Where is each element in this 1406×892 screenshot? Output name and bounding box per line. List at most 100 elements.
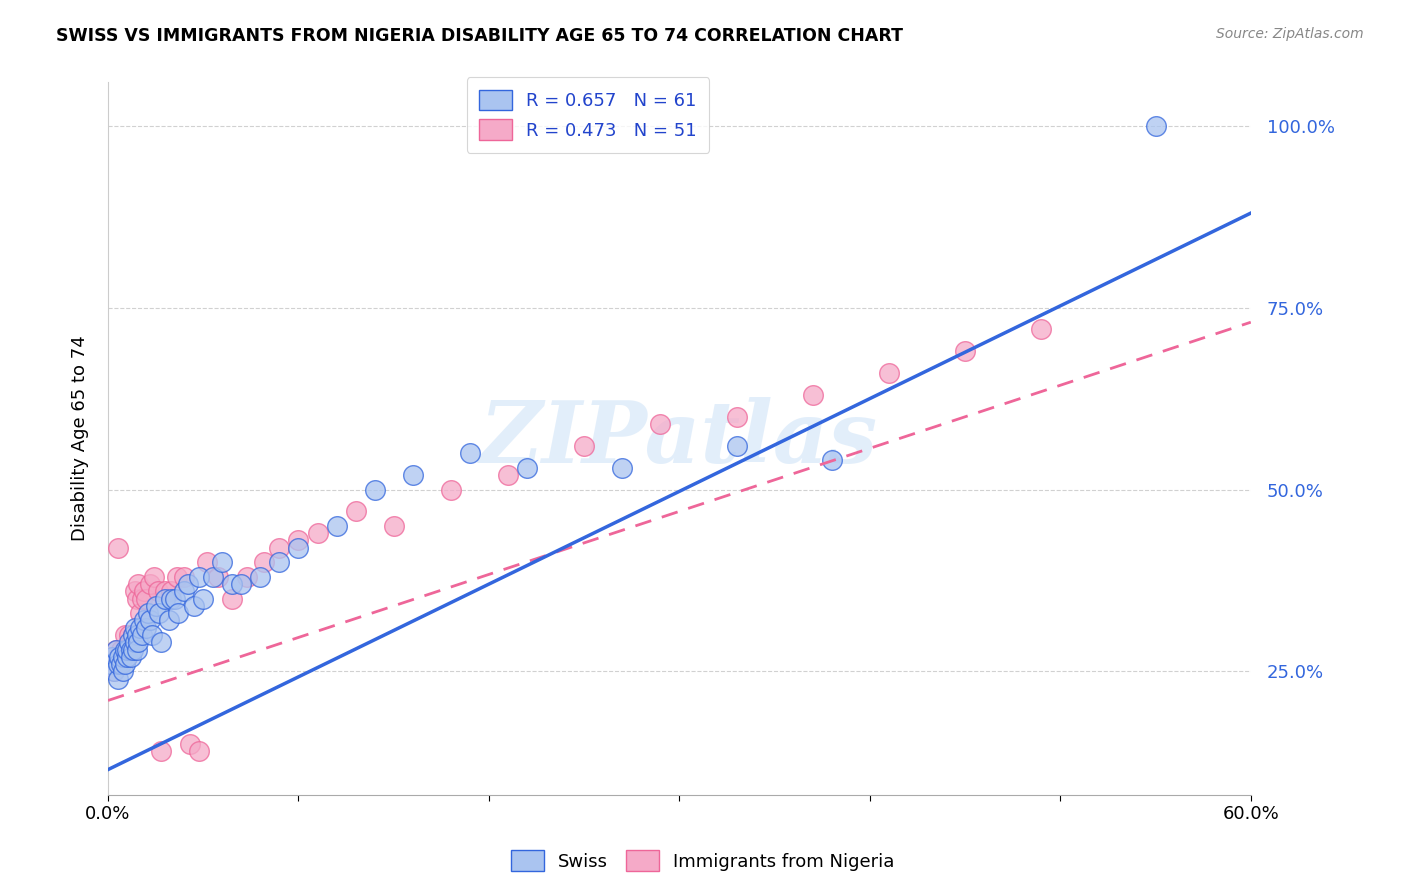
Point xyxy=(131,591,153,606)
Point xyxy=(139,614,162,628)
Point xyxy=(150,744,173,758)
Point xyxy=(153,591,176,606)
Point xyxy=(115,649,138,664)
Point xyxy=(877,366,900,380)
Point xyxy=(236,570,259,584)
Point xyxy=(125,591,148,606)
Point xyxy=(269,541,291,555)
Point xyxy=(121,628,143,642)
Point xyxy=(1144,119,1167,133)
Point xyxy=(195,555,218,569)
Point xyxy=(114,642,136,657)
Point xyxy=(173,584,195,599)
Point xyxy=(953,344,976,359)
Point xyxy=(157,614,180,628)
Point xyxy=(127,577,149,591)
Point xyxy=(307,526,329,541)
Point xyxy=(221,591,243,606)
Point xyxy=(142,570,165,584)
Point xyxy=(650,417,672,431)
Point xyxy=(146,584,169,599)
Point xyxy=(118,628,141,642)
Text: Source: ZipAtlas.com: Source: ZipAtlas.com xyxy=(1216,27,1364,41)
Point xyxy=(221,577,243,591)
Point xyxy=(287,541,309,555)
Point xyxy=(108,657,131,672)
Point xyxy=(125,628,148,642)
Point xyxy=(516,460,538,475)
Point xyxy=(163,591,186,606)
Point xyxy=(725,409,748,424)
Point xyxy=(118,635,141,649)
Point xyxy=(325,519,347,533)
Point xyxy=(121,628,143,642)
Point xyxy=(129,621,152,635)
Point xyxy=(183,599,205,613)
Legend: R = 0.657   N = 61, R = 0.473   N = 51: R = 0.657 N = 61, R = 0.473 N = 51 xyxy=(467,77,710,153)
Point xyxy=(402,467,425,482)
Point xyxy=(150,635,173,649)
Point xyxy=(112,665,135,679)
Point xyxy=(173,570,195,584)
Point xyxy=(153,584,176,599)
Point xyxy=(179,737,201,751)
Point xyxy=(363,483,385,497)
Point xyxy=(725,439,748,453)
Point xyxy=(253,555,276,569)
Point xyxy=(98,657,121,672)
Point xyxy=(207,570,229,584)
Point xyxy=(136,606,159,620)
Point xyxy=(127,635,149,649)
Point xyxy=(572,439,595,453)
Point xyxy=(101,649,124,664)
Point xyxy=(110,642,132,657)
Point xyxy=(124,621,146,635)
Point xyxy=(249,570,271,584)
Point xyxy=(115,642,138,657)
Point xyxy=(193,591,215,606)
Point xyxy=(139,577,162,591)
Point xyxy=(612,460,634,475)
Point xyxy=(167,606,190,620)
Point xyxy=(112,649,135,664)
Point xyxy=(188,744,211,758)
Point xyxy=(124,584,146,599)
Text: ZIPatlas: ZIPatlas xyxy=(481,397,879,481)
Point xyxy=(107,541,129,555)
Point xyxy=(121,642,143,657)
Point xyxy=(166,570,188,584)
Point xyxy=(188,570,211,584)
Point xyxy=(135,591,157,606)
Point xyxy=(114,657,136,672)
Point xyxy=(135,621,157,635)
Point xyxy=(110,657,132,672)
Point xyxy=(382,519,405,533)
Point xyxy=(124,635,146,649)
Point xyxy=(496,467,519,482)
Point xyxy=(114,642,136,657)
Point xyxy=(134,614,156,628)
Point xyxy=(134,584,156,599)
Point xyxy=(269,555,291,569)
Point xyxy=(120,635,142,649)
Legend: Swiss, Immigrants from Nigeria: Swiss, Immigrants from Nigeria xyxy=(505,843,901,879)
Point xyxy=(103,665,125,679)
Text: SWISS VS IMMIGRANTS FROM NIGERIA DISABILITY AGE 65 TO 74 CORRELATION CHART: SWISS VS IMMIGRANTS FROM NIGERIA DISABIL… xyxy=(56,27,903,45)
Y-axis label: Disability Age 65 to 74: Disability Age 65 to 74 xyxy=(72,335,89,541)
Point xyxy=(160,584,183,599)
Point xyxy=(107,649,129,664)
Point xyxy=(177,577,200,591)
Point xyxy=(112,649,135,664)
Point xyxy=(103,665,125,679)
Point xyxy=(115,649,138,664)
Point xyxy=(231,577,253,591)
Point xyxy=(458,446,481,460)
Point xyxy=(801,388,824,402)
Point xyxy=(104,642,127,657)
Point xyxy=(107,657,129,672)
Point xyxy=(160,591,183,606)
Point xyxy=(107,672,129,686)
Point xyxy=(821,453,844,467)
Point xyxy=(145,599,167,613)
Point xyxy=(129,606,152,620)
